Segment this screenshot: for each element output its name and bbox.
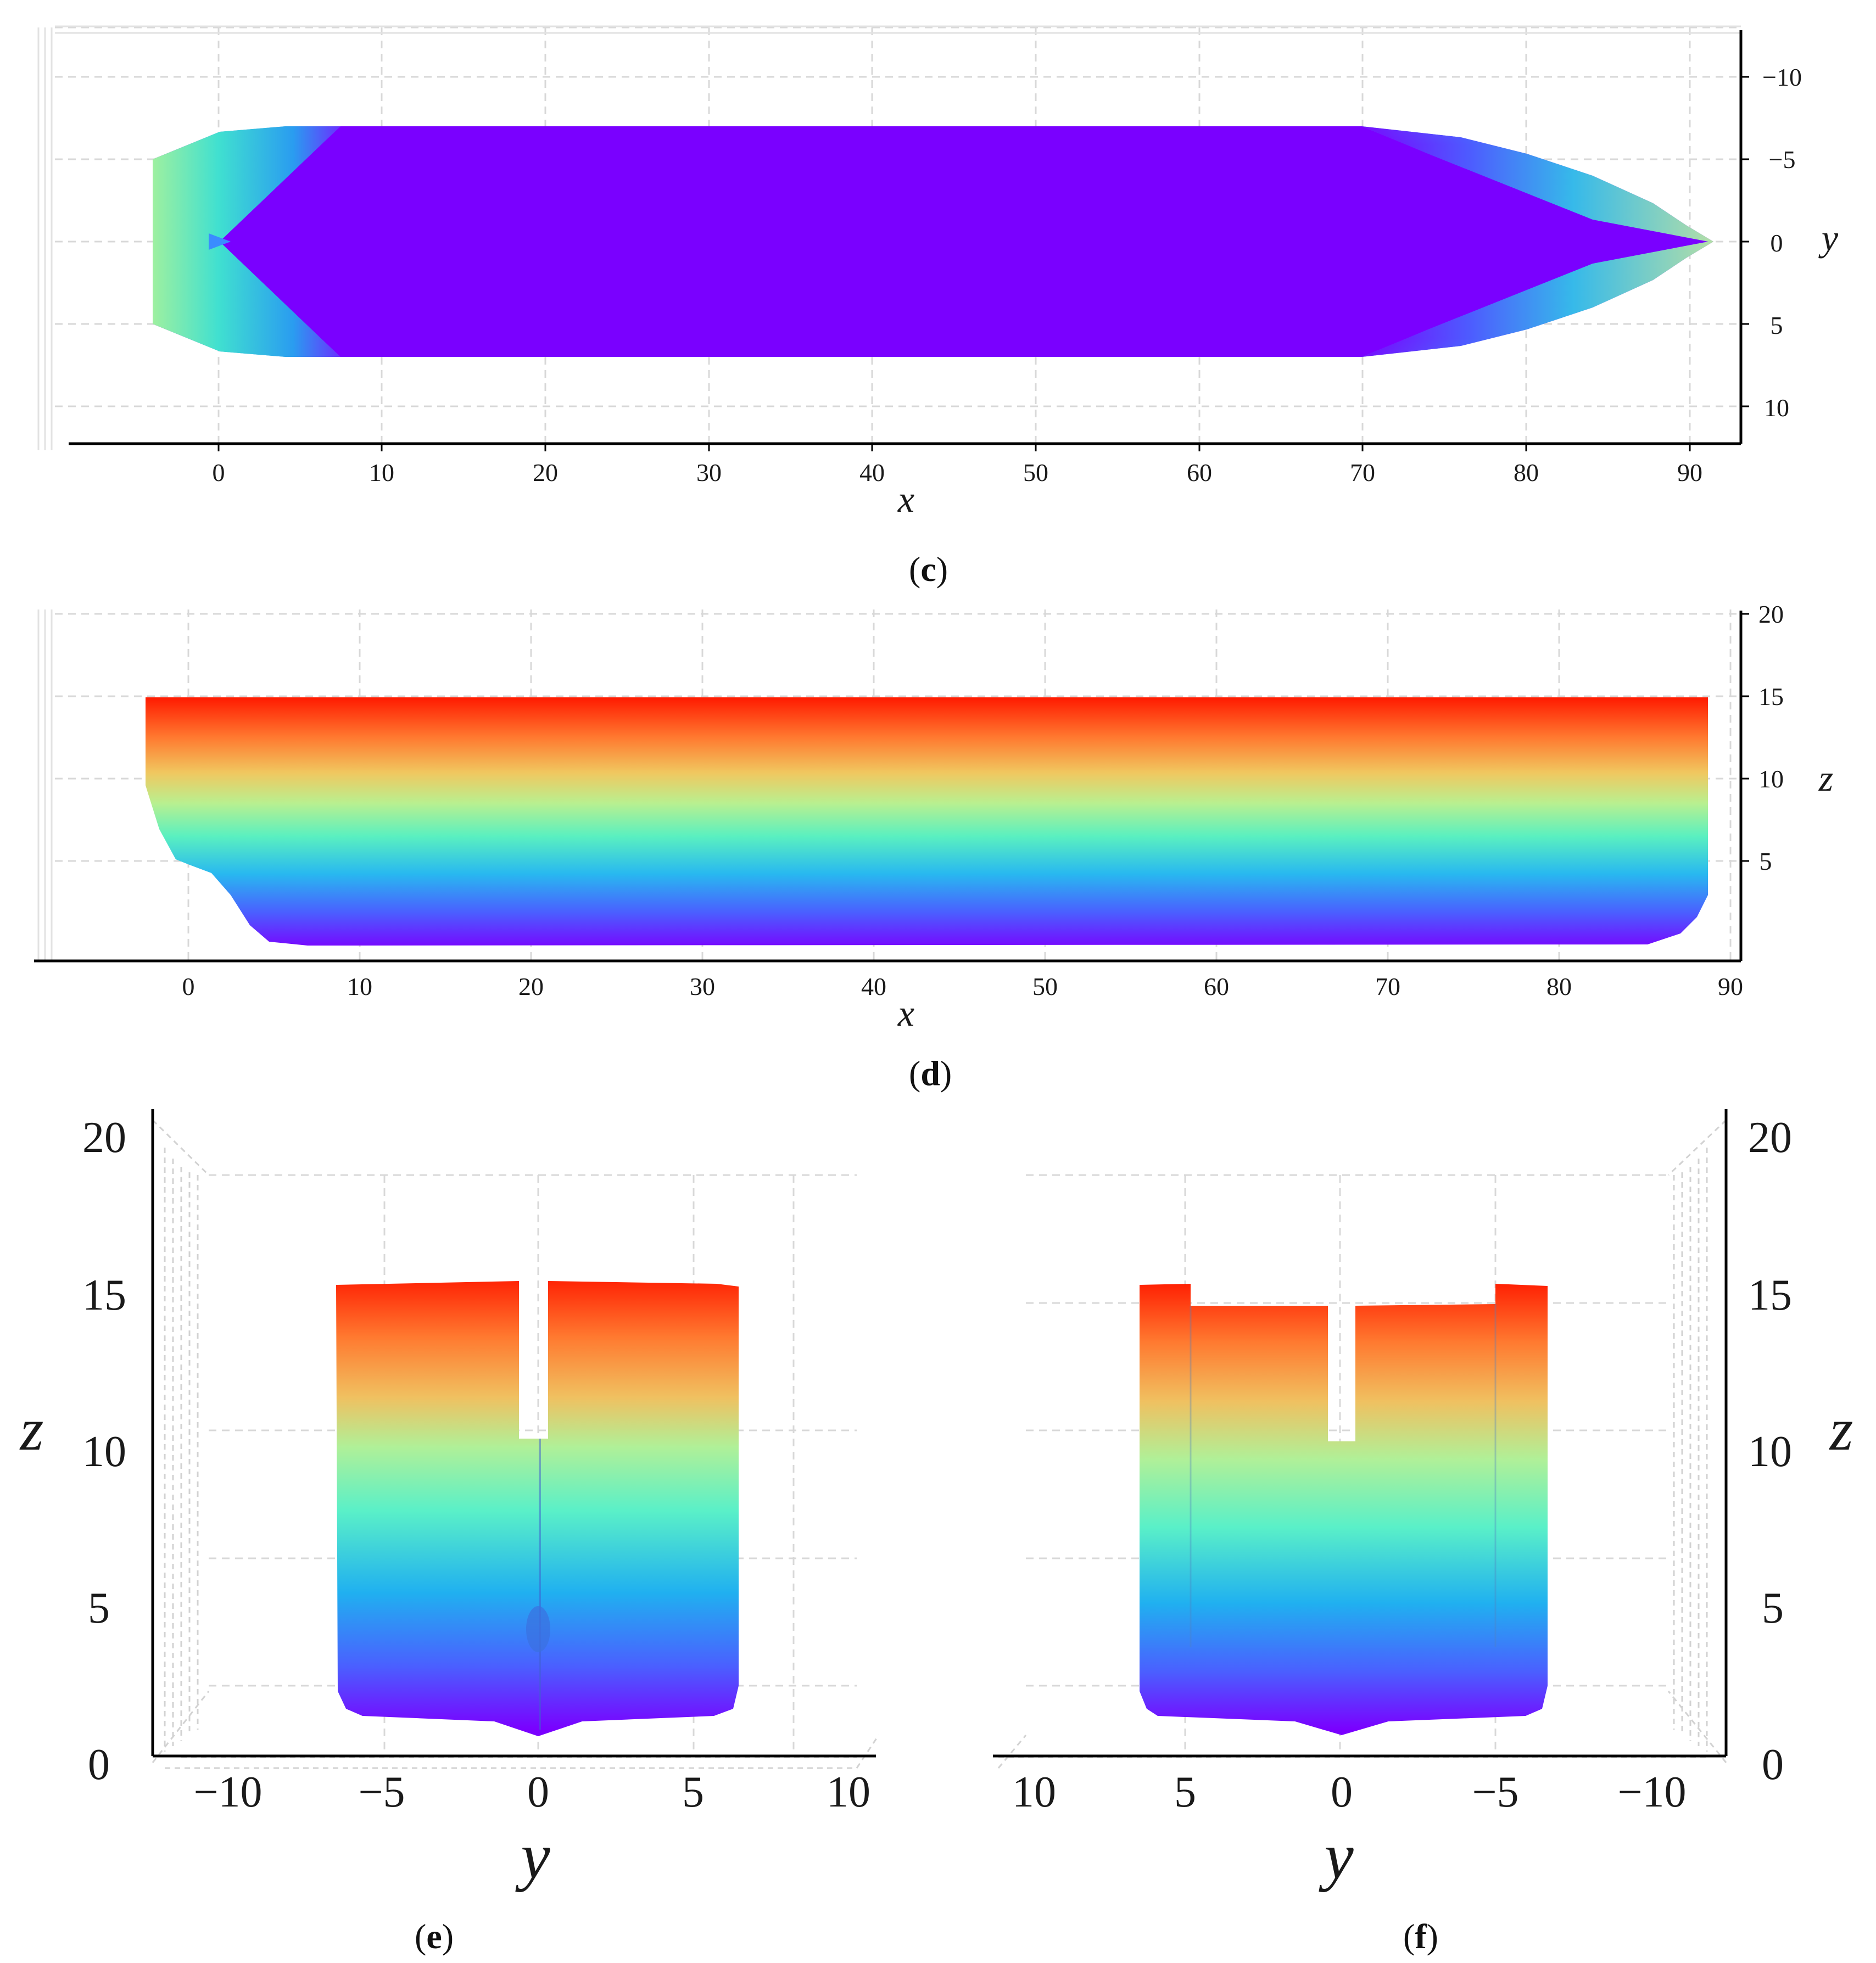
panel-c-caption: (c)	[909, 550, 948, 589]
panel-f-ztick: 10	[1748, 1428, 1792, 1476]
panel-c-ytick: 0	[1771, 229, 1783, 257]
panel-e-ztick: 0	[88, 1741, 110, 1789]
panel-f-ytick: 5	[1174, 1768, 1196, 1816]
panel-d-zlabel: z	[1818, 757, 1833, 799]
panel-f-ytick: −10	[1617, 1768, 1686, 1816]
panel-d-hull	[146, 697, 1708, 946]
panel-e-axes	[151, 1109, 876, 1758]
panel-f-chart: 20 15 10 5 0 10 5 0 −5 −10 z y	[993, 1109, 1853, 1892]
panel-d-x-tick-labels: 0 10 20 30 40 50 60 70 80 90	[182, 972, 1744, 1000]
panel-f-z-tick-labels: 20 15 10 5 0	[1748, 1114, 1792, 1789]
panel-c-xtick: 10	[369, 458, 394, 486]
panel-e-ztick: 15	[82, 1271, 126, 1319]
panel-f-ytick: 10	[1012, 1768, 1056, 1816]
panel-c-ytick-marks	[1741, 76, 1749, 407]
panel-c-xlabel: x	[897, 478, 914, 520]
panel-f-ztick: 15	[1748, 1271, 1792, 1319]
panel-d-xtick: 50	[1032, 972, 1058, 1000]
panel-c-axes	[69, 30, 1743, 445]
panel-d-xlabel: x	[897, 992, 914, 1034]
panel-c-hull	[153, 126, 1713, 357]
panel-d-xtick: 70	[1375, 972, 1400, 1000]
panel-c-xtick: 90	[1677, 458, 1702, 486]
panel-f-caption: (f)	[1403, 1917, 1438, 1956]
panel-c-y-tick-labels: −10 −5 0 5 10	[1762, 63, 1802, 422]
panel-c-xtick-marks	[217, 444, 1691, 451]
panel-d-chart: 0 10 20 30 40 50 60 70 80 90 20 15 10 5 …	[34, 600, 1833, 1034]
panel-d-ztick: 5	[1760, 847, 1772, 875]
panel-f-ylabel: y	[1318, 1819, 1354, 1892]
panel-d-ztick: 15	[1758, 683, 1784, 711]
panel-c-ytick: 10	[1764, 394, 1789, 422]
panel-c-x-tick-labels: 0 10 20 30 40 50 60 70 80 90	[213, 458, 1703, 486]
panel-e-z-tick-labels: 20 15 10 5 0	[82, 1114, 126, 1789]
panel-c-ytick: −5	[1769, 146, 1796, 174]
panel-c-ytick: 5	[1771, 311, 1783, 339]
panel-e-ztick: 20	[82, 1114, 126, 1162]
panel-e-ylabel: y	[515, 1819, 550, 1892]
panel-c-xtick: 40	[859, 458, 885, 486]
panel-d-xtick: 0	[182, 972, 195, 1000]
panel-d-xtick: 80	[1546, 972, 1572, 1000]
panel-f-ztick: 5	[1762, 1584, 1784, 1632]
panel-d-caption: (d)	[909, 1054, 952, 1093]
panel-d-xtick: 40	[861, 972, 886, 1000]
panel-c-xtick: 80	[1514, 458, 1539, 486]
panel-c-grid-rail	[37, 25, 1741, 450]
panel-f-ytick: 0	[1331, 1768, 1353, 1816]
panel-e-ytick: −10	[193, 1768, 262, 1816]
panel-e-zlabel: z	[19, 1396, 44, 1463]
panel-c-chart: 0 10 20 30 40 50 60 70 80 90 −10 −5 0 5 …	[37, 25, 1839, 520]
panel-f-axes	[993, 1109, 1728, 1758]
panel-e-ztick: 5	[88, 1584, 110, 1632]
panel-e-ytick: 10	[827, 1768, 870, 1816]
panel-d-ztick: 20	[1758, 600, 1784, 628]
panel-d-grid-rail	[37, 609, 53, 961]
panel-d-xtick: 10	[347, 972, 372, 1000]
panel-e-hull	[336, 1281, 739, 1736]
panel-e-ztick: 10	[82, 1428, 126, 1476]
panel-d-xtick: 30	[690, 972, 715, 1000]
panel-f-hull	[1140, 1284, 1548, 1735]
panel-f-zlabel: z	[1829, 1396, 1853, 1463]
panel-d-ztick: 10	[1758, 765, 1784, 793]
panel-d-xtick: 60	[1204, 972, 1229, 1000]
panel-c-xtick: 60	[1187, 458, 1212, 486]
panel-e-ytick: 0	[527, 1768, 549, 1816]
panel-e-ytick: 5	[682, 1768, 704, 1816]
panel-f-y-tick-labels: 10 5 0 −5 −10	[1012, 1768, 1687, 1816]
panel-f-ztick: 20	[1748, 1114, 1792, 1162]
panel-c-xtick: 30	[696, 458, 722, 486]
panel-f-ztick: 0	[1762, 1741, 1784, 1789]
panel-c-ylabel: y	[1818, 217, 1839, 259]
panel-c-xtick: 50	[1023, 458, 1048, 486]
panel-e-ytick: −5	[358, 1768, 405, 1816]
panel-c-ytick: −10	[1762, 63, 1802, 91]
panel-d-z-tick-labels: 20 15 10 5	[1758, 600, 1784, 875]
panel-d-xtick: 20	[518, 972, 544, 1000]
panel-d-xtick: 90	[1718, 972, 1743, 1000]
panel-c-xtick: 0	[213, 458, 225, 486]
panel-e-chart: 20 15 10 5 0 −10 −5 0 5 10 z y	[19, 1109, 880, 1892]
panel-c-xtick: 20	[533, 458, 558, 486]
panel-f-grid-rail	[997, 1119, 1727, 1769]
panel-d-ztick-marks	[1741, 613, 1749, 862]
panel-e-caption: (e)	[415, 1917, 454, 1956]
panel-e-y-tick-labels: −10 −5 0 5 10	[193, 1768, 870, 1816]
panel-d-axes	[34, 611, 1743, 963]
panel-c-xtick: 70	[1350, 458, 1375, 486]
panel-f-ytick: −5	[1472, 1768, 1518, 1816]
